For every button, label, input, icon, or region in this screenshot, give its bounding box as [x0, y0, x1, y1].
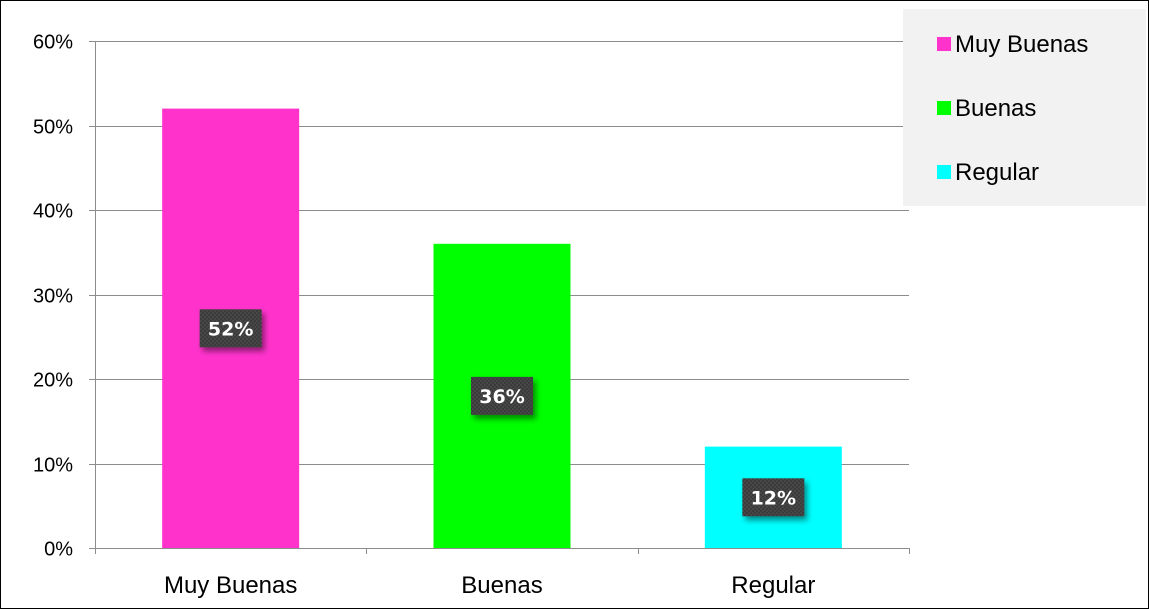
legend-label: Buenas	[955, 95, 1036, 122]
legend-label: Regular	[955, 159, 1039, 186]
y-tick-label: 20%	[33, 370, 73, 392]
y-tick-label: 0%	[44, 539, 73, 561]
y-tick-label: 40%	[33, 201, 73, 223]
data-label-box	[199, 309, 262, 348]
data-label-text: 52%	[208, 318, 253, 340]
data-label: 36%	[471, 376, 533, 415]
axes: 0% 10% 20% 30% 40% 50% 60% Muy Buenas Buenas Regu…	[33, 32, 910, 599]
y-tick-label: 10%	[33, 455, 73, 477]
legend-swatch	[937, 37, 951, 51]
x-category-label: Regular	[731, 572, 815, 599]
data-label-box	[471, 376, 533, 415]
data-label-text: 36%	[479, 386, 524, 408]
data-label: 12%	[742, 478, 805, 517]
y-tick-label: 50%	[33, 117, 73, 139]
data-label-box	[742, 478, 805, 517]
legend-swatch	[937, 101, 951, 115]
data-label-text: 12%	[751, 487, 796, 509]
y-tick-label: 30%	[33, 286, 73, 308]
y-tick-label: 60%	[33, 32, 73, 54]
legend-swatch	[937, 165, 951, 179]
x-category-label: Buenas	[461, 572, 542, 599]
data-labels: 52% 36% 12%	[199, 309, 805, 517]
bars	[162, 108, 842, 549]
x-category-label: Muy Buenas	[164, 572, 297, 599]
legend: Muy Buenas Buenas Regular	[903, 9, 1146, 206]
legend-label: Muy Buenas	[955, 31, 1088, 58]
data-label: 52%	[199, 309, 262, 348]
